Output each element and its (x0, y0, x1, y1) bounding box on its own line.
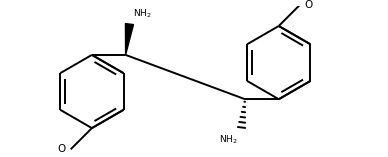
Polygon shape (125, 24, 133, 55)
Text: O: O (58, 144, 66, 154)
Text: O: O (305, 0, 313, 10)
Text: NH$_2$: NH$_2$ (133, 8, 152, 20)
Text: NH$_2$: NH$_2$ (219, 134, 237, 146)
